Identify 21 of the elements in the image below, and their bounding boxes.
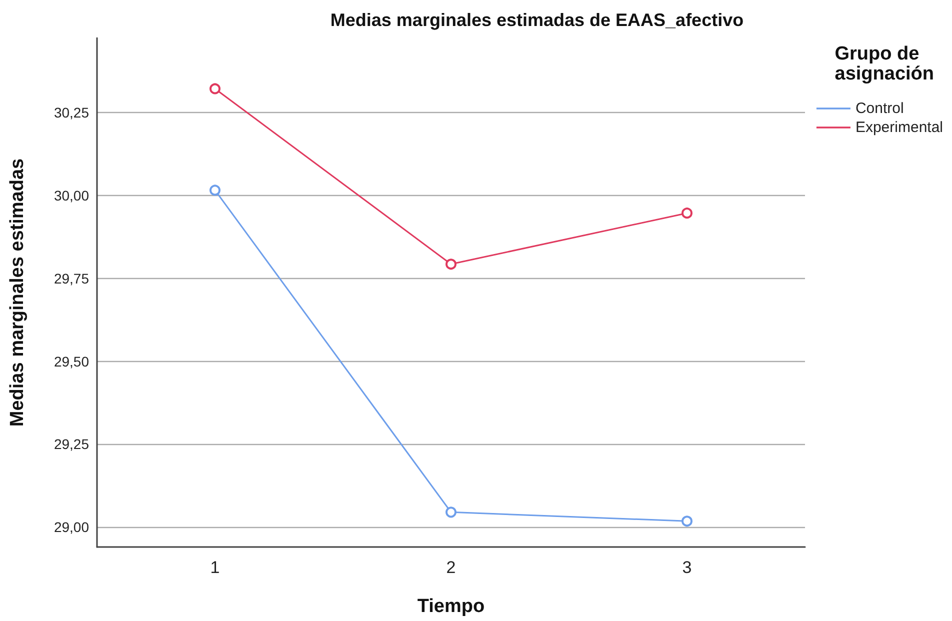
- point: [446, 506, 456, 518]
- legend-label: Control: [855, 100, 904, 117]
- y-tick-label: 29,00: [54, 519, 90, 536]
- y-axis-title: Medias marginales estimadas: [7, 158, 28, 427]
- point: [446, 258, 456, 270]
- legend-label: Experimental: [855, 119, 944, 136]
- y-tick-label: 30,25: [54, 104, 90, 121]
- x-tick-label: 2: [446, 558, 456, 577]
- y-tick-label: 29,50: [54, 353, 90, 370]
- chart-title: Medias marginales estimadas de EAAS_afectivo: [330, 10, 744, 30]
- point: [210, 184, 220, 196]
- y-tick-label: 30,00: [54, 188, 90, 204]
- x-axis-title: Tiempo: [417, 596, 485, 617]
- point: [210, 83, 220, 94]
- x-tick-label: 1: [210, 558, 220, 577]
- x-tick-label: 3: [682, 558, 692, 577]
- point: [682, 208, 692, 219]
- point: [682, 516, 692, 527]
- y-tick-label: 29,25: [54, 436, 90, 452]
- legend-title: Grupo de asignación: [834, 44, 934, 84]
- y-tick-label: 29,75: [54, 270, 90, 286]
